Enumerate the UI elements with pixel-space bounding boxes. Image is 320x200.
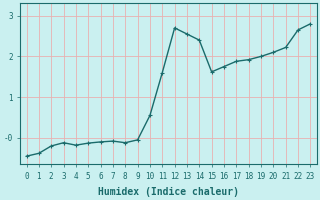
- X-axis label: Humidex (Indice chaleur): Humidex (Indice chaleur): [98, 186, 239, 197]
